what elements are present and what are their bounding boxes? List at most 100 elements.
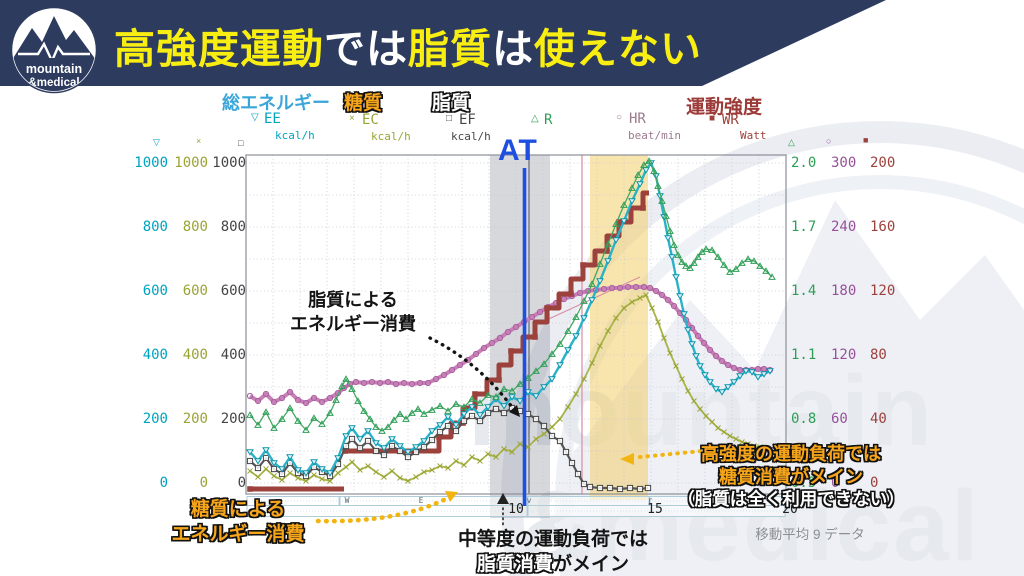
marker-circle: [376, 379, 384, 387]
marker-x: [509, 449, 515, 455]
marker-triangle-up: [650, 167, 658, 174]
marker-x: [303, 478, 309, 484]
marker-triangle-up: [690, 259, 698, 266]
marker-square: [348, 435, 356, 443]
marker-circle: [646, 284, 654, 292]
marker-triangle-down: [548, 376, 556, 383]
title-part: は: [492, 26, 534, 72]
marker-x: [715, 425, 721, 431]
stage-letter: E: [419, 496, 424, 505]
annotation-arrow: [638, 449, 704, 459]
marker-triangle-down: [588, 297, 596, 304]
marker-square: [580, 480, 588, 488]
marker-triangle-down: [688, 341, 696, 348]
marker-x: [335, 470, 341, 476]
marker-circle: [408, 380, 416, 388]
marker-triangle-down: [278, 466, 286, 473]
annotation-highlight: 脂質消費: [476, 554, 553, 576]
marker-circle: [352, 378, 360, 386]
marker-x: [685, 388, 691, 394]
marker-x: [501, 446, 507, 452]
marker-square: [468, 412, 476, 420]
marker-square: [586, 483, 594, 491]
marker-circle: [246, 392, 254, 400]
marker-square-filled: [436, 434, 442, 440]
marker-x: [469, 454, 475, 460]
legend-unit: kcal/h: [275, 129, 315, 142]
marker-x: [661, 335, 667, 341]
ec-marker-icon: ×: [349, 113, 355, 124]
marker-circle: [318, 398, 326, 406]
marker-triangle-up: [714, 253, 722, 260]
legend-group-title: 糖質: [344, 93, 383, 114]
marker-triangle-up: [720, 261, 728, 268]
annotation-arrowhead: [620, 453, 634, 465]
marker-triangle-down: [604, 258, 612, 265]
marker-triangle-down: [668, 254, 676, 261]
marker-square: [616, 485, 624, 493]
right-axis-tick: 60: [831, 411, 848, 427]
left-axis-tick: 0: [199, 475, 208, 491]
marker-triangle-up: [270, 424, 278, 431]
marker-triangle-down: [540, 384, 548, 391]
marker-triangle-up: [384, 423, 392, 430]
marker-triangle-down: [676, 293, 684, 300]
marker-circle: [652, 287, 660, 295]
marker-triangle-down: [364, 428, 372, 435]
marker-square-filled: [544, 305, 550, 311]
annotation-line: 糖質消費がメイン: [719, 466, 863, 487]
marker-triangle-down: [310, 459, 318, 466]
left-axis-tick: 800: [182, 219, 208, 235]
marker-triangle-down: [460, 411, 468, 418]
marker-triangle-down: [724, 384, 732, 391]
marker-triangle-up: [666, 227, 674, 234]
annotation-arrowhead: [497, 493, 509, 504]
annotation-text: がメイン: [553, 554, 630, 576]
left-axis-tick: 200: [220, 411, 246, 427]
mountain-medical-logo: mountain &medical: [10, 6, 98, 94]
marker-square: [492, 405, 500, 413]
marker-circle: [286, 388, 294, 396]
marker-x: [673, 363, 679, 369]
marker-x: [311, 472, 317, 478]
hr-marker-icon: ○: [616, 112, 623, 123]
marker-triangle-up: [516, 380, 524, 387]
right-axis-tick: 120: [831, 347, 857, 363]
marker-x: [365, 463, 371, 469]
marker-triangle-down: [620, 218, 628, 225]
marker-triangle-up: [645, 157, 653, 164]
marker-triangle-down: [748, 369, 756, 376]
marker-circle: [488, 339, 496, 347]
annotation-carb-energy: 糖質による エネルギー消費: [130, 497, 346, 547]
marker-x: [605, 328, 611, 334]
marker-triangle-down: [736, 373, 744, 380]
marker-x: [727, 433, 733, 439]
left-axis-tick: 200: [142, 411, 168, 427]
stage-letter: v: [527, 496, 532, 505]
ef-marker-icon: □: [446, 113, 453, 124]
marker-circle: [496, 334, 504, 342]
marker-triangle-up: [762, 267, 770, 274]
marker-triangle-down: [596, 278, 604, 285]
marker-square: [372, 447, 380, 455]
marker-square-filled: [472, 391, 478, 397]
right-axis-tick: 1.4: [791, 283, 817, 299]
left-axis-tick: 800: [142, 219, 168, 235]
marker-triangle-down: [380, 445, 388, 452]
marker-square: [626, 484, 634, 492]
marker-x: [461, 462, 467, 468]
marker-triangle-up: [682, 262, 690, 269]
marker-triangle-up: [658, 197, 666, 204]
annotation-arrowhead: [445, 491, 458, 502]
marker-x: [485, 451, 491, 457]
marker-triangle-up: [278, 415, 286, 422]
marker-square: [444, 422, 452, 430]
marker-circle: [670, 302, 678, 310]
marker-triangle-down: [532, 393, 540, 400]
marker-x: [477, 458, 483, 464]
annotation-line: 糖質による: [190, 499, 286, 520]
marker-triangle-up: [414, 405, 422, 412]
marker-x: [613, 315, 619, 321]
marker-circle: [730, 364, 738, 372]
marker-triangle-up: [360, 407, 368, 414]
